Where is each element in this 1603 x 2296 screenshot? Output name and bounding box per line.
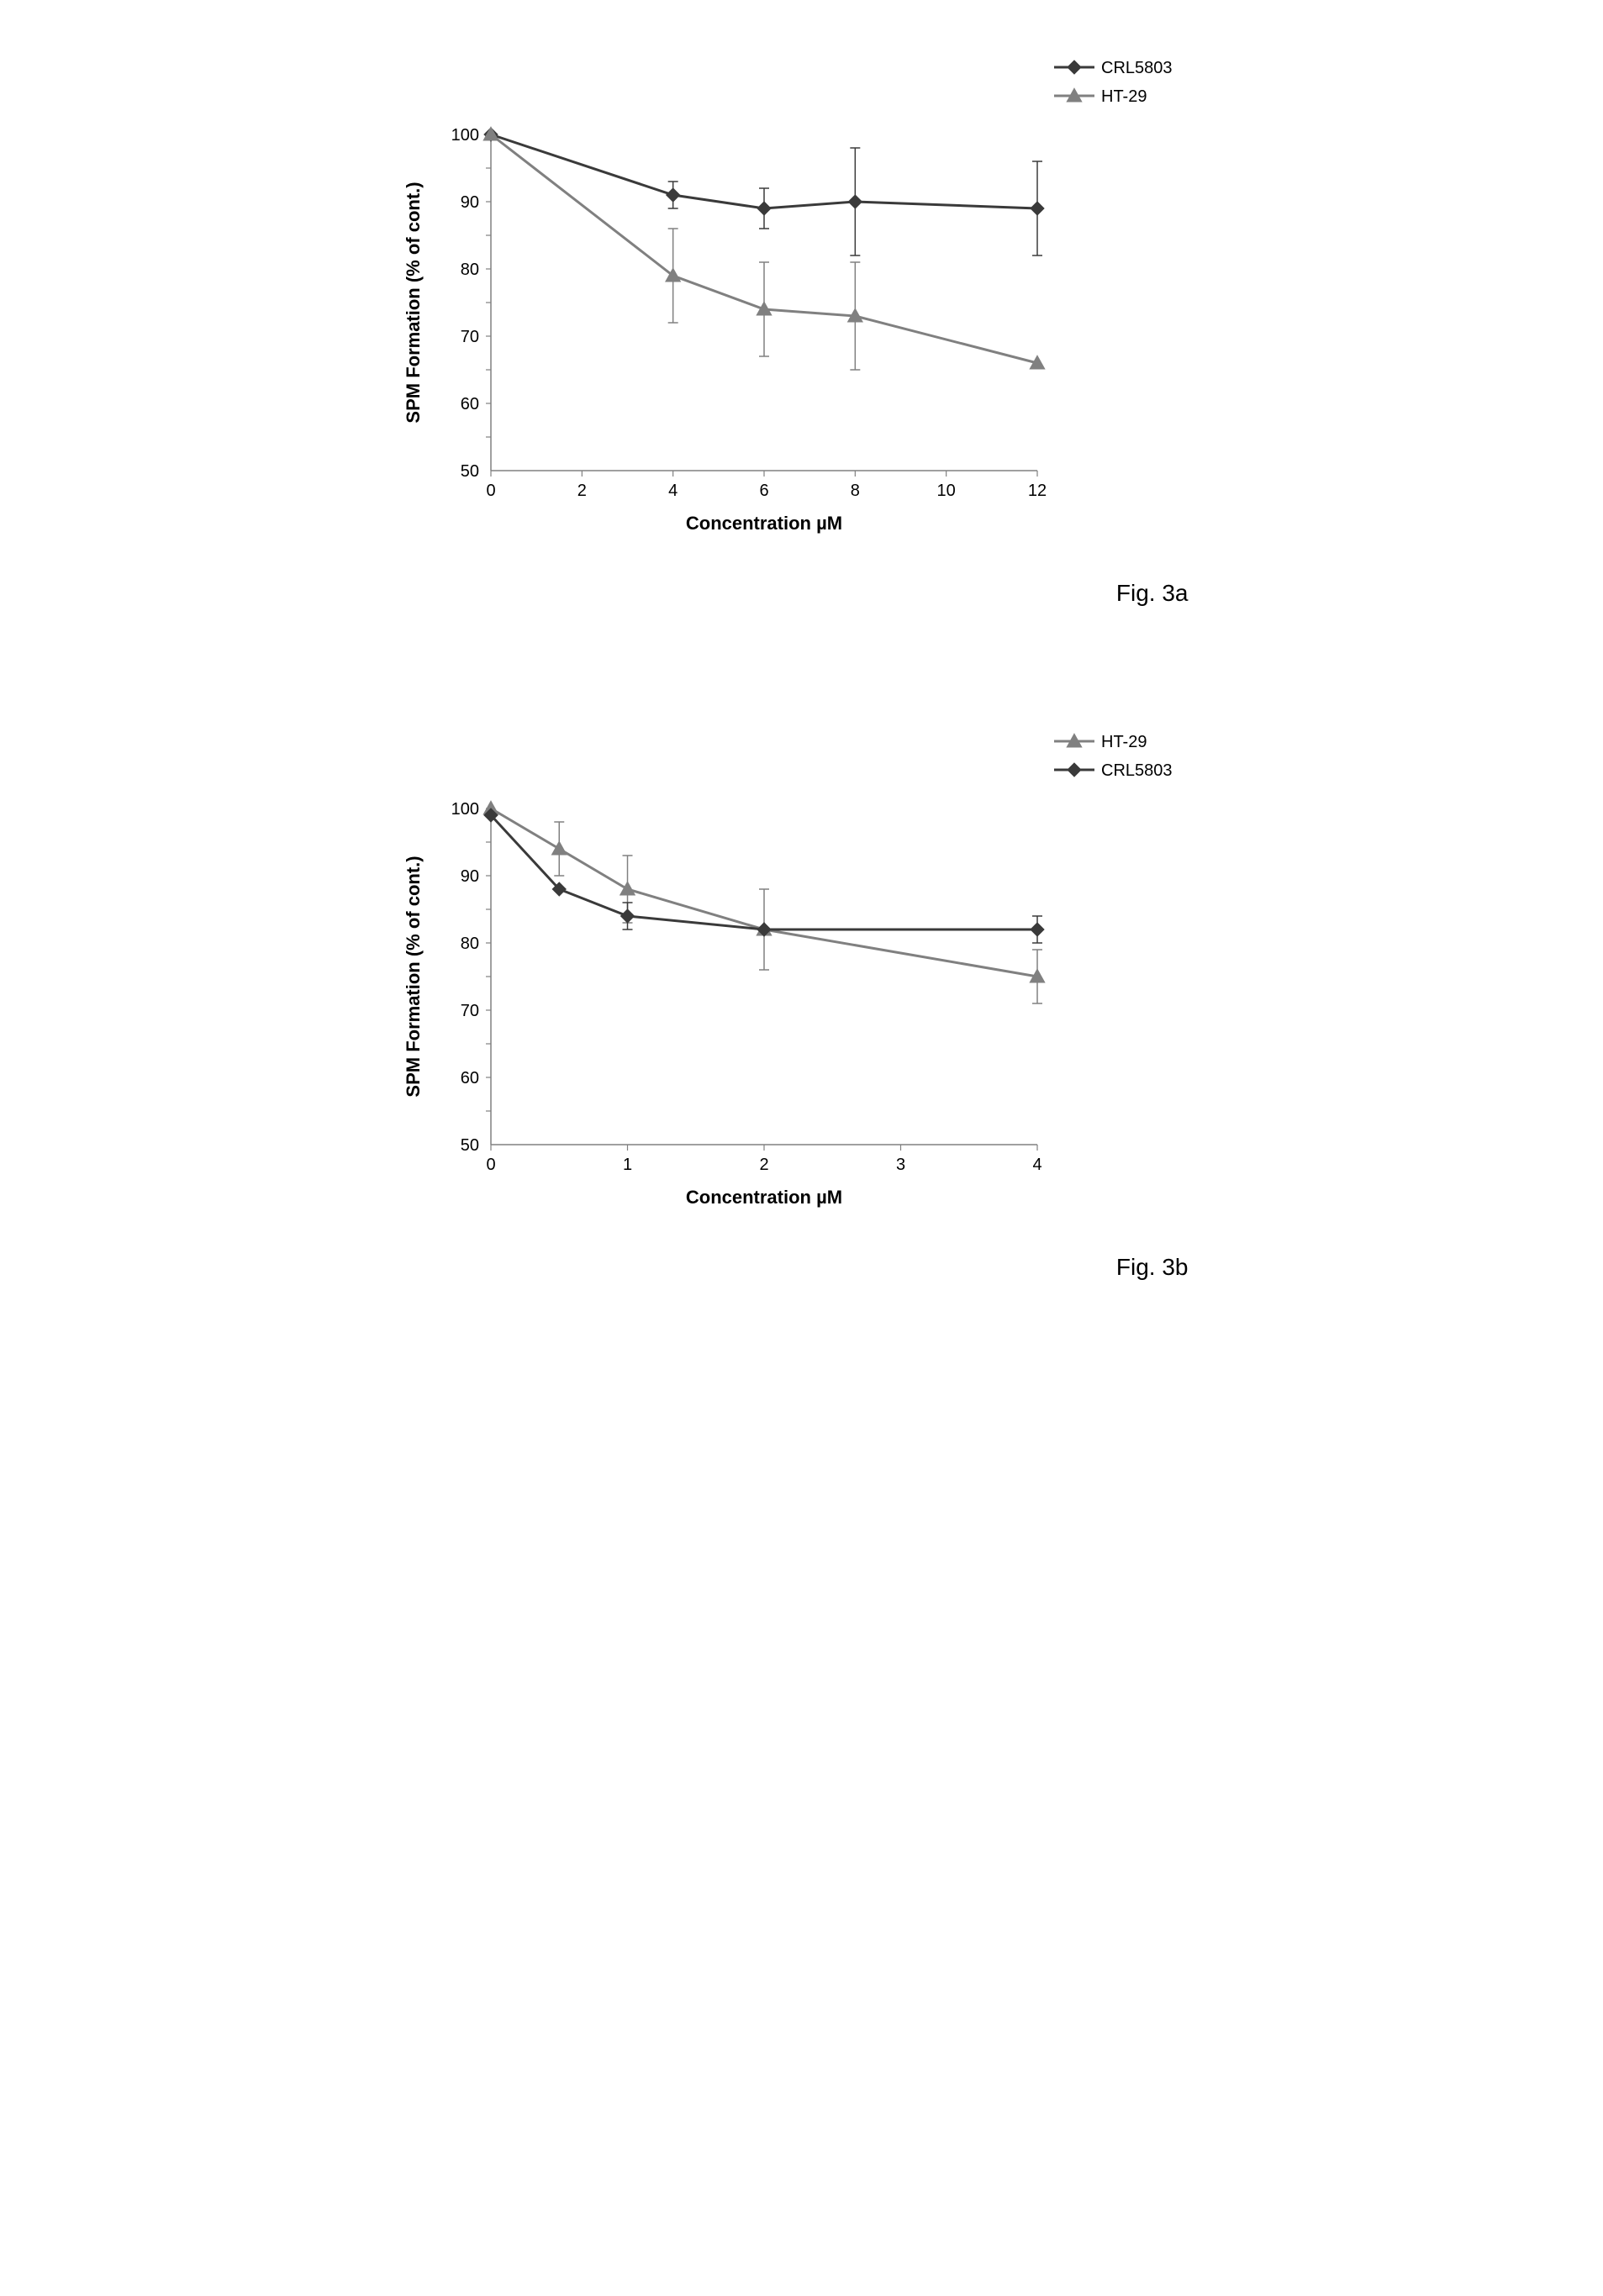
svg-text:6: 6 (759, 482, 768, 500)
svg-text:SPM Formation (% of cont.): SPM Formation (% of cont.) (403, 182, 424, 423)
svg-text:90: 90 (460, 867, 478, 886)
fig3a-caption: Fig. 3a (382, 580, 1222, 607)
svg-text:Concentration µM: Concentration µM (685, 1187, 841, 1208)
svg-text:CRL5803: CRL5803 (1101, 59, 1173, 77)
svg-text:10: 10 (936, 482, 955, 500)
svg-text:2: 2 (759, 1156, 768, 1174)
svg-text:60: 60 (460, 395, 478, 413)
chart-3b: 50 60 70 80 90 100 0 1 2 3 4 Concentration µM SPM Fo… (382, 708, 1222, 1229)
svg-text:70: 70 (460, 328, 478, 346)
svg-text:CRL5803: CRL5803 (1101, 761, 1173, 780)
svg-text:3: 3 (895, 1156, 904, 1174)
svg-text:70: 70 (460, 1002, 478, 1020)
svg-text:50: 50 (460, 462, 478, 481)
svg-text:4: 4 (1032, 1156, 1041, 1174)
svg-text:80: 80 (460, 935, 478, 953)
svg-text:HT-29: HT-29 (1101, 733, 1147, 751)
svg-text:Concentration µM: Concentration µM (685, 513, 841, 534)
svg-text:HT-29: HT-29 (1101, 87, 1147, 106)
svg-text:0: 0 (486, 1156, 495, 1174)
svg-text:80: 80 (460, 261, 478, 279)
svg-text:50: 50 (460, 1136, 478, 1155)
svg-text:4: 4 (668, 482, 678, 500)
chart-3a: 50 60 70 80 90 100 0 2 4 6 8 10 12 Concentration µM SP… (382, 34, 1222, 555)
svg-text:0: 0 (486, 482, 495, 500)
figure-3b: 50 60 70 80 90 100 0 1 2 3 4 Concentration µM SPM Fo… (382, 708, 1222, 1281)
svg-text:90: 90 (460, 193, 478, 212)
svg-text:12: 12 (1027, 482, 1046, 500)
svg-text:60: 60 (460, 1069, 478, 1087)
figure-3a: 50 60 70 80 90 100 0 2 4 6 8 10 12 Concentration µM SP… (382, 34, 1222, 607)
svg-text:100: 100 (451, 800, 478, 819)
fig3b-caption: Fig. 3b (382, 1254, 1222, 1281)
svg-text:8: 8 (850, 482, 859, 500)
svg-text:100: 100 (451, 126, 478, 145)
svg-text:2: 2 (577, 482, 586, 500)
svg-text:1: 1 (622, 1156, 631, 1174)
svg-text:SPM Formation (% of cont.): SPM Formation (% of cont.) (403, 856, 424, 1097)
